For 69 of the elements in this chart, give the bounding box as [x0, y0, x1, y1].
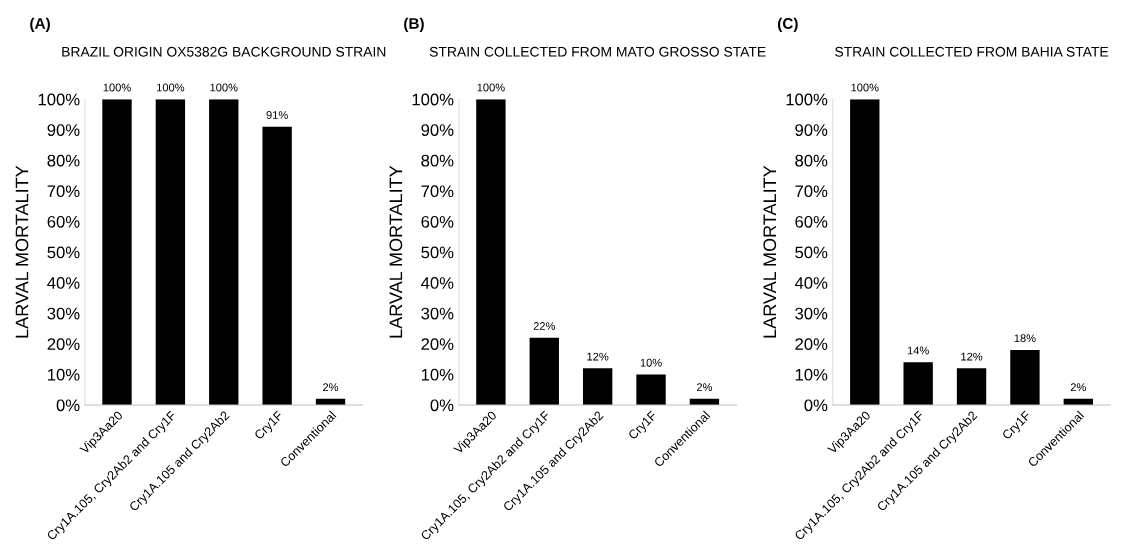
- y-tick-label: 60%: [421, 215, 454, 228]
- y-tick-label: 80%: [47, 154, 80, 167]
- y-tick-label: 70%: [795, 185, 828, 198]
- bar: [476, 99, 506, 405]
- y-tick-label: 100%: [38, 93, 80, 106]
- y-tick-label: 20%: [47, 338, 80, 351]
- y-tick-label: 20%: [421, 338, 454, 351]
- data-label: 22%: [533, 322, 555, 330]
- bar: [582, 368, 613, 405]
- y-tick-label: 10%: [421, 368, 454, 381]
- y-tick-label: 50%: [47, 246, 80, 259]
- y-tick-label: 60%: [47, 215, 80, 228]
- data-label: 10%: [640, 358, 662, 367]
- bar: [636, 374, 666, 405]
- data-label: 14%: [907, 346, 929, 355]
- data-label: 12%: [961, 352, 983, 361]
- bar: [209, 99, 239, 405]
- data-label: 91%: [266, 111, 288, 119]
- data-label: 2%: [1070, 383, 1086, 392]
- y-tick-label: 80%: [421, 154, 454, 167]
- y-axis-title: LARVAL MORTALITY: [763, 165, 777, 338]
- y-tick-label: 20%: [795, 338, 828, 351]
- chart-subtitle: BRAZIL ORIGIN OX5382G BACKGROUND STRAIN: [62, 46, 386, 57]
- y-tick-label: 50%: [795, 246, 828, 259]
- y-tick-label: 90%: [795, 124, 828, 136]
- bar: [903, 362, 933, 405]
- bar: [956, 368, 987, 405]
- y-tick-label: 100%: [786, 93, 828, 106]
- data-label: 12%: [587, 352, 609, 361]
- y-tick-label: 30%: [421, 307, 454, 320]
- data-label: 100%: [477, 83, 505, 92]
- bar: [102, 99, 132, 405]
- data-label: 100%: [103, 83, 131, 92]
- y-tick-label: 90%: [47, 124, 80, 136]
- data-label: 18%: [1014, 334, 1036, 343]
- y-tick-label: 80%: [795, 154, 828, 167]
- y-tick-label: 0%: [56, 399, 80, 412]
- data-label: 2%: [696, 383, 713, 392]
- y-tick-label: 0%: [804, 399, 828, 412]
- y-tick-label: 10%: [48, 368, 80, 381]
- data-label: 100%: [851, 83, 879, 92]
- y-tick-label: 10%: [795, 368, 828, 381]
- bar: [529, 337, 559, 405]
- y-tick-label: 50%: [421, 246, 454, 259]
- y-tick-label: 70%: [421, 185, 454, 198]
- data-label: 100%: [157, 83, 185, 92]
- y-tick-label: 100%: [412, 93, 454, 106]
- y-tick-label: 30%: [47, 307, 80, 320]
- chart-subtitle: STRAIN COLLECTED FROM BAHIA STATE: [835, 46, 1109, 57]
- bar: [155, 99, 186, 405]
- chart-title: (B): [404, 17, 424, 32]
- data-label: 2%: [323, 383, 339, 392]
- chart-subtitle: STRAIN COLLECTED FROM MATO GROSSO STATE: [429, 46, 766, 57]
- y-tick-label: 60%: [795, 215, 828, 228]
- y-axis-title: LARVAL MORTALITY: [15, 165, 29, 338]
- data-label: 100%: [210, 83, 238, 92]
- chart-title: (C): [778, 17, 798, 32]
- y-axis-title: LARVAL MORTALITY: [389, 165, 403, 338]
- bar: [262, 126, 292, 405]
- y-tick-label: 30%: [795, 307, 828, 320]
- y-tick-label: 0%: [430, 399, 454, 412]
- y-tick-label: 40%: [421, 277, 454, 289]
- bar: [1010, 349, 1040, 405]
- y-tick-label: 40%: [794, 277, 828, 289]
- y-tick-label: 90%: [421, 124, 454, 136]
- y-tick-label: 70%: [47, 185, 80, 198]
- y-tick-label: 40%: [47, 277, 80, 289]
- chart-title: (A): [30, 17, 50, 32]
- bar: [850, 99, 880, 405]
